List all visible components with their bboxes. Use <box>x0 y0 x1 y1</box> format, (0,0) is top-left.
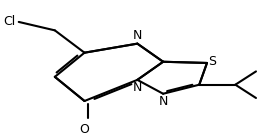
Text: N: N <box>133 29 142 42</box>
Text: Cl: Cl <box>3 15 16 28</box>
Text: N: N <box>133 81 142 94</box>
Text: N: N <box>158 95 168 108</box>
Text: S: S <box>208 55 216 68</box>
Text: O: O <box>80 123 90 136</box>
